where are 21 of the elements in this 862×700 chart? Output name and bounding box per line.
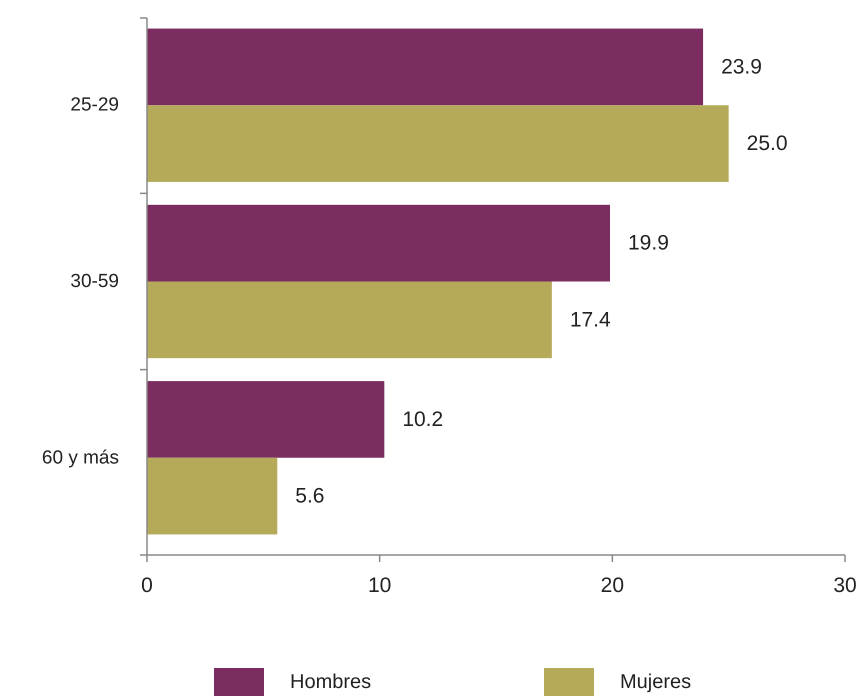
x-tick-label: 20 <box>600 574 624 597</box>
legend-label: Hombres <box>290 671 372 693</box>
bar <box>147 105 729 182</box>
bar <box>147 204 610 282</box>
bar <box>147 458 278 534</box>
data-label: 25.0 <box>746 132 788 156</box>
data-label: 19.9 <box>628 232 669 255</box>
data-label: 5.6 <box>295 484 324 508</box>
legend-label: Mujeres <box>620 671 692 693</box>
bar <box>147 282 552 358</box>
data-label: 23.9 <box>721 55 762 78</box>
y-tick-label: 30-59 <box>70 271 119 292</box>
bar <box>147 28 704 106</box>
x-tick-label: 30 <box>833 574 857 597</box>
x-tick-label: 0 <box>141 574 153 597</box>
bar <box>147 381 384 458</box>
x-tick-label: 10 <box>368 574 392 597</box>
data-label: 10.2 <box>402 408 444 431</box>
y-tick-label: 60 y más <box>42 447 119 468</box>
data-label: 17.4 <box>570 308 612 332</box>
y-tick-label: 25-29 <box>70 94 119 116</box>
